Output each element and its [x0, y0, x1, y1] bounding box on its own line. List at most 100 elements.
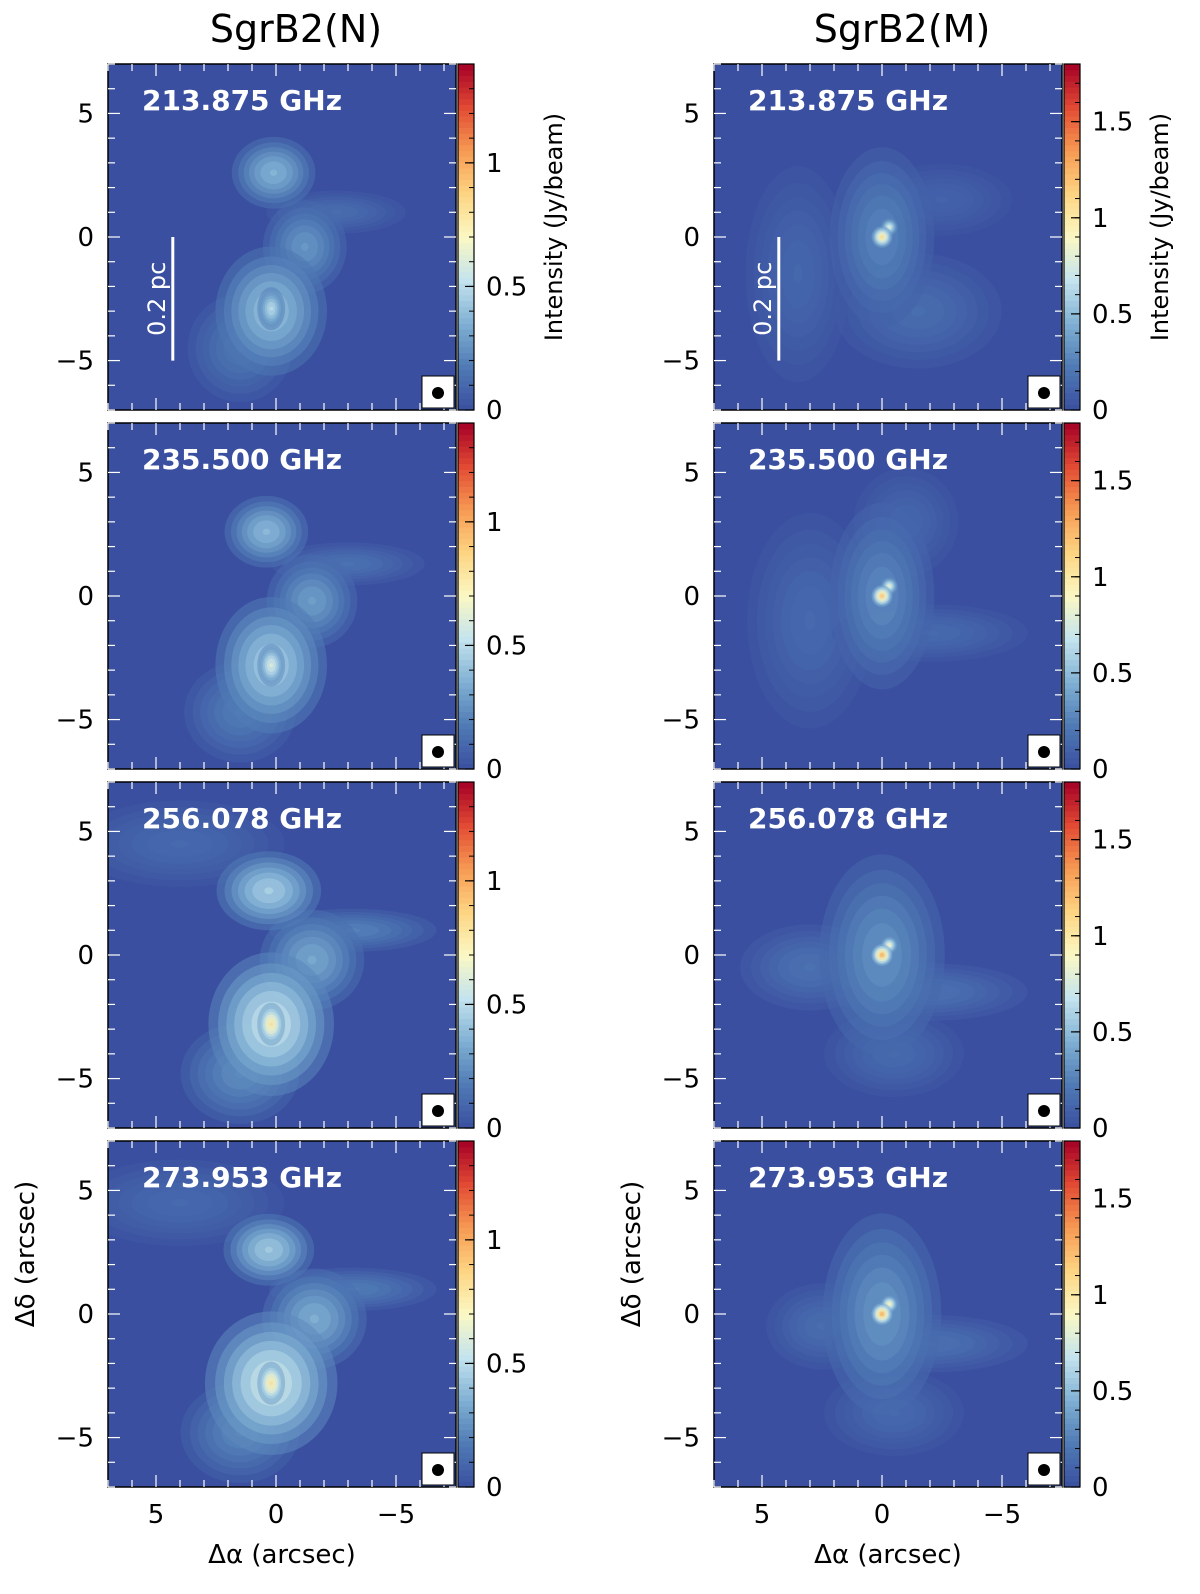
colorbar-segment [1064, 358, 1080, 365]
colorbar-segment [1064, 1221, 1080, 1229]
emission-blob [308, 596, 316, 606]
colorbar-segment [458, 288, 474, 296]
colorbar-segment [458, 1475, 474, 1482]
colorbar-segment [1064, 497, 1080, 505]
y-tick-label: 5 [77, 458, 94, 488]
colorbar-segment [458, 185, 474, 192]
colorbar-segment [1064, 1076, 1080, 1083]
colorbar-segment [1064, 98, 1080, 105]
colorbar-segment [1064, 740, 1080, 747]
colorbar-segment [458, 874, 474, 881]
colorbar-segment [1064, 167, 1080, 175]
panel-1-0: 5 0 −5 213.875 GHz 0.2 pc 0 0.5 1 1.5 Intensity (… [662, 63, 1174, 426]
colorbar-segment [1064, 705, 1080, 712]
colorbar-segment [1064, 670, 1080, 678]
colorbar-segment [1064, 880, 1080, 887]
colorbar-segment [458, 1233, 474, 1240]
colorbar-segment [1064, 630, 1080, 637]
y-tick-label: 0 [683, 582, 700, 612]
colorbar-segment [458, 329, 474, 336]
colorbar-segment [1064, 1285, 1080, 1292]
colorbar-tick-label: 0 [1092, 396, 1109, 426]
colorbar-segment [458, 845, 474, 852]
colorbar-segment [1064, 567, 1080, 574]
colorbar-segment [1064, 428, 1080, 436]
colorbar-segment [1064, 787, 1080, 795]
colorbar-tick-label: 1 [486, 149, 503, 179]
colorbar-segment [1064, 1192, 1080, 1200]
colorbar-segment [458, 1463, 474, 1471]
colorbar-segment [458, 584, 474, 591]
colorbar-segment [1064, 1279, 1080, 1286]
colorbar-segment [1064, 1365, 1080, 1373]
colorbar-segment [1064, 1041, 1080, 1048]
colorbar-segment [458, 81, 474, 88]
colorbar-segment [1064, 717, 1080, 724]
colorbar-segment [1064, 1400, 1080, 1407]
colorbar-segment [1064, 694, 1080, 701]
colorbar-segment [458, 138, 474, 146]
colorbar-segment [1064, 81, 1080, 88]
colorbar-segment [458, 1337, 474, 1344]
colorbar-segment [1064, 1093, 1080, 1100]
colorbar-segment [1064, 219, 1080, 227]
colorbar-segment [458, 69, 474, 77]
column-title-sgrb2n: SgrB2(N) [210, 7, 382, 51]
y-tick-label: 0 [683, 223, 700, 253]
colorbar-segment [458, 699, 474, 707]
colorbar-segment [458, 1423, 474, 1430]
colorbar-segment [458, 590, 474, 597]
colorbar-segment [1064, 1169, 1080, 1177]
emission-blob [880, 953, 884, 957]
emission-blob [269, 1022, 274, 1027]
colorbar-segment [1064, 891, 1080, 898]
colorbar-segment [458, 624, 474, 632]
colorbar: 0 0.5 1 1.5 [1063, 1140, 1133, 1503]
colorbar-segment [1064, 955, 1080, 962]
colorbar-segment [458, 955, 474, 962]
colorbar-segment [458, 127, 474, 134]
colorbar-segment [1064, 1198, 1080, 1206]
colorbar-segment [458, 213, 474, 221]
colorbar-segment [458, 978, 474, 985]
colorbar-segment [1064, 440, 1080, 447]
emission-blob [307, 955, 317, 965]
beam-ellipse [1038, 387, 1050, 399]
colorbar-segment [458, 670, 474, 678]
colorbar-segment [458, 144, 474, 152]
colorbar-segment [1064, 150, 1080, 157]
colorbar-segment [458, 688, 474, 695]
colorbar-segment [458, 428, 474, 436]
colorbar-segment [1064, 363, 1080, 371]
colorbar-segment [1064, 1267, 1080, 1275]
colorbar-segment [1064, 983, 1080, 991]
colorbar-segment [458, 793, 474, 800]
colorbar-segment [458, 763, 474, 770]
frequency-label: 235.500 GHz [142, 443, 342, 476]
colorbar-segment [1064, 115, 1080, 123]
colorbar-segment [458, 1029, 474, 1037]
colorbar-segment [458, 728, 474, 735]
frequency-label: 273.953 GHz [748, 1161, 948, 1194]
colorbar-segment [458, 1440, 474, 1448]
colorbar-segment [458, 75, 474, 82]
emission-blob [269, 306, 274, 311]
colorbar-segment [1064, 515, 1080, 522]
colorbar-segment [458, 335, 474, 342]
colorbar-segment [458, 851, 474, 858]
colorbar-segment [1064, 110, 1080, 117]
colorbar-segment [1064, 521, 1080, 528]
colorbar-segment [458, 231, 474, 238]
colorbar-segment [1064, 549, 1080, 557]
panel-1-1: 5 0 −5 235.500 GHz 0 0.5 1 1.5 [662, 422, 1133, 785]
colorbar-segment [1064, 1469, 1080, 1477]
colorbar-segment [458, 1446, 474, 1453]
colorbar-segment [458, 1181, 474, 1188]
colorbar-segment [458, 1053, 474, 1060]
colorbar-segment [1064, 423, 1080, 430]
colorbar-segment [1064, 1146, 1080, 1154]
colorbar-segment [1064, 1244, 1080, 1252]
intensity-map [184, 495, 425, 763]
colorbar-segment [1064, 995, 1080, 1002]
colorbar-segment [1064, 288, 1080, 296]
